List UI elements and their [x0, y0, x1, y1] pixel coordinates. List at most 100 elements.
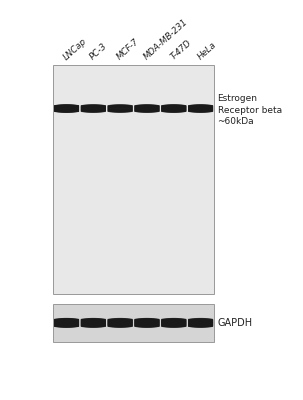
Polygon shape: [55, 105, 78, 112]
Polygon shape: [55, 106, 78, 112]
Polygon shape: [108, 320, 132, 326]
Text: HeLa: HeLa: [196, 41, 218, 62]
Text: GAPDH: GAPDH: [218, 318, 253, 328]
Polygon shape: [135, 105, 159, 112]
Polygon shape: [189, 321, 212, 325]
Polygon shape: [55, 105, 78, 112]
Polygon shape: [162, 106, 185, 110]
Polygon shape: [108, 105, 132, 112]
Polygon shape: [162, 106, 185, 111]
Polygon shape: [55, 105, 78, 112]
Polygon shape: [162, 320, 185, 326]
Polygon shape: [108, 320, 132, 326]
Polygon shape: [189, 318, 212, 327]
Polygon shape: [82, 105, 105, 112]
Polygon shape: [189, 106, 212, 112]
Polygon shape: [55, 320, 78, 326]
Polygon shape: [55, 320, 78, 326]
Polygon shape: [108, 105, 132, 112]
Polygon shape: [82, 106, 105, 111]
Polygon shape: [108, 321, 132, 325]
Polygon shape: [55, 319, 78, 327]
Polygon shape: [135, 106, 159, 111]
Polygon shape: [135, 319, 159, 327]
Polygon shape: [135, 106, 159, 111]
Polygon shape: [135, 320, 159, 326]
Polygon shape: [162, 318, 185, 327]
Polygon shape: [189, 320, 212, 325]
Polygon shape: [108, 106, 132, 112]
Polygon shape: [135, 106, 159, 111]
Polygon shape: [189, 105, 212, 112]
Polygon shape: [162, 319, 185, 327]
Polygon shape: [189, 106, 212, 111]
Text: MDA-MB-231: MDA-MB-231: [142, 18, 190, 62]
Polygon shape: [55, 106, 78, 111]
Polygon shape: [55, 106, 78, 112]
Polygon shape: [189, 320, 212, 326]
Polygon shape: [189, 319, 212, 327]
Polygon shape: [189, 106, 212, 111]
Polygon shape: [55, 106, 78, 111]
Polygon shape: [108, 320, 132, 326]
Polygon shape: [82, 106, 105, 110]
Bar: [53, 65, 214, 294]
Polygon shape: [108, 318, 132, 327]
Polygon shape: [55, 320, 78, 326]
Polygon shape: [189, 106, 212, 111]
Polygon shape: [55, 105, 78, 112]
Polygon shape: [82, 318, 105, 327]
Polygon shape: [162, 321, 185, 325]
Polygon shape: [162, 106, 185, 112]
Polygon shape: [135, 106, 159, 111]
Polygon shape: [55, 319, 78, 327]
Polygon shape: [162, 106, 185, 111]
Polygon shape: [82, 105, 105, 112]
Polygon shape: [135, 319, 159, 327]
Polygon shape: [189, 320, 212, 326]
Text: T-47D: T-47D: [169, 39, 193, 62]
Polygon shape: [55, 320, 78, 326]
Polygon shape: [162, 105, 185, 112]
Polygon shape: [108, 320, 132, 325]
Polygon shape: [162, 320, 185, 326]
Polygon shape: [135, 320, 159, 326]
Polygon shape: [82, 106, 105, 112]
Polygon shape: [162, 319, 185, 327]
Polygon shape: [135, 320, 159, 325]
Polygon shape: [162, 320, 185, 326]
Polygon shape: [162, 105, 185, 112]
Polygon shape: [108, 106, 132, 111]
Polygon shape: [55, 318, 78, 327]
Polygon shape: [108, 319, 132, 326]
Polygon shape: [108, 319, 132, 327]
Polygon shape: [82, 320, 105, 326]
Polygon shape: [82, 320, 105, 326]
Bar: [53, 304, 214, 342]
Polygon shape: [82, 319, 105, 327]
Polygon shape: [189, 319, 212, 326]
Polygon shape: [82, 320, 105, 326]
Polygon shape: [55, 106, 78, 111]
Text: PC-3: PC-3: [88, 42, 109, 62]
Polygon shape: [82, 319, 105, 327]
Polygon shape: [135, 106, 159, 112]
Polygon shape: [189, 106, 212, 111]
Polygon shape: [108, 106, 132, 111]
Polygon shape: [108, 106, 132, 112]
Polygon shape: [82, 321, 105, 325]
Polygon shape: [189, 106, 212, 111]
Polygon shape: [82, 319, 105, 326]
Polygon shape: [55, 106, 78, 111]
Polygon shape: [82, 106, 105, 111]
Polygon shape: [162, 106, 185, 111]
Text: LNCap: LNCap: [62, 36, 88, 62]
Polygon shape: [82, 106, 105, 111]
Polygon shape: [189, 320, 212, 326]
Polygon shape: [189, 106, 212, 110]
Polygon shape: [162, 106, 185, 112]
Polygon shape: [135, 106, 159, 111]
Polygon shape: [108, 320, 132, 326]
Polygon shape: [189, 105, 212, 112]
Polygon shape: [135, 318, 159, 327]
